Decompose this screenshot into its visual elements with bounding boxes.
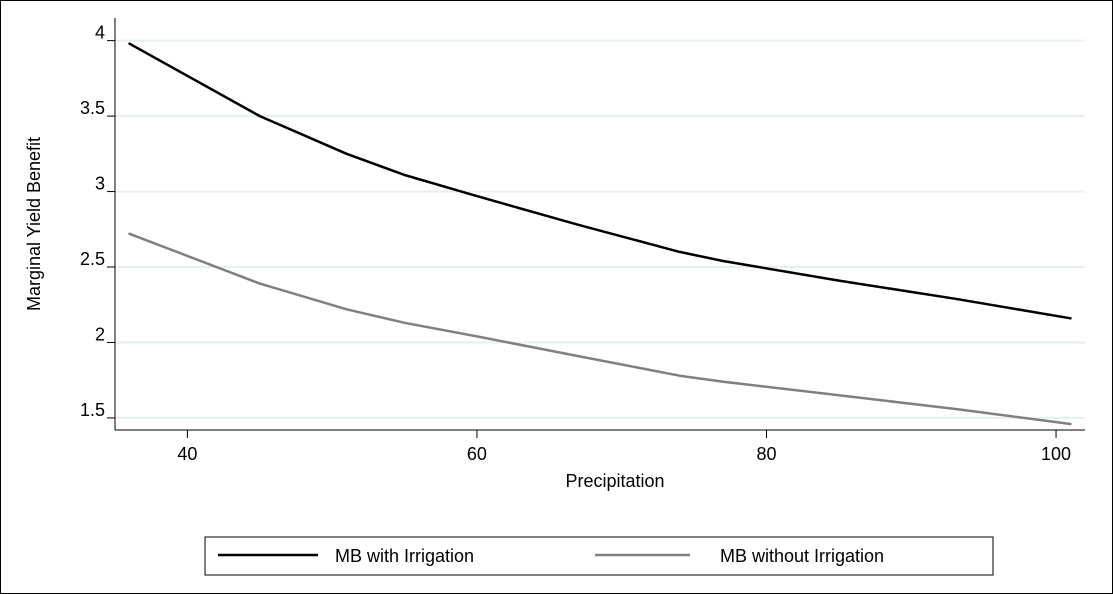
y-tick-label: 2 bbox=[95, 324, 105, 344]
x-tick-label: 100 bbox=[1041, 444, 1071, 464]
x-tick-label: 80 bbox=[756, 444, 776, 464]
ticks: 1.5 2 2.5 3 3.5 4 40 60 80 100 bbox=[80, 23, 1071, 464]
y-tick-label: 3.5 bbox=[80, 98, 105, 118]
axes bbox=[114, 18, 1085, 431]
legend-label-no-irrigation: MB without Irrigation bbox=[720, 546, 884, 566]
x-tick-label: 60 bbox=[467, 444, 487, 464]
series-line-no-irrigation bbox=[128, 232, 1072, 426]
series-line-irrigation bbox=[128, 42, 1072, 320]
gridlines bbox=[115, 39, 1085, 419]
legend: MB with Irrigation MB without Irrigation bbox=[204, 536, 994, 576]
y-tick-label: 4 bbox=[95, 23, 105, 43]
y-tick-label: 2.5 bbox=[80, 249, 105, 269]
y-tick-label: 1.5 bbox=[80, 400, 105, 420]
x-axis-title: Precipitation bbox=[565, 471, 664, 491]
x-tick-label: 40 bbox=[177, 444, 197, 464]
legend-label-irrigation: MB with Irrigation bbox=[335, 546, 474, 566]
y-axis-title: Marginal Yield Benefit bbox=[24, 137, 44, 311]
series-lines bbox=[128, 42, 1072, 426]
y-tick-label: 3 bbox=[95, 174, 105, 194]
